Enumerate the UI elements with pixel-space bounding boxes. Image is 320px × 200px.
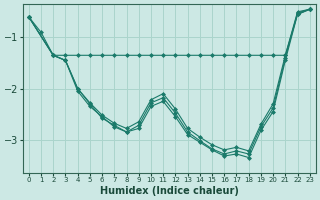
X-axis label: Humidex (Indice chaleur): Humidex (Indice chaleur)	[100, 186, 239, 196]
